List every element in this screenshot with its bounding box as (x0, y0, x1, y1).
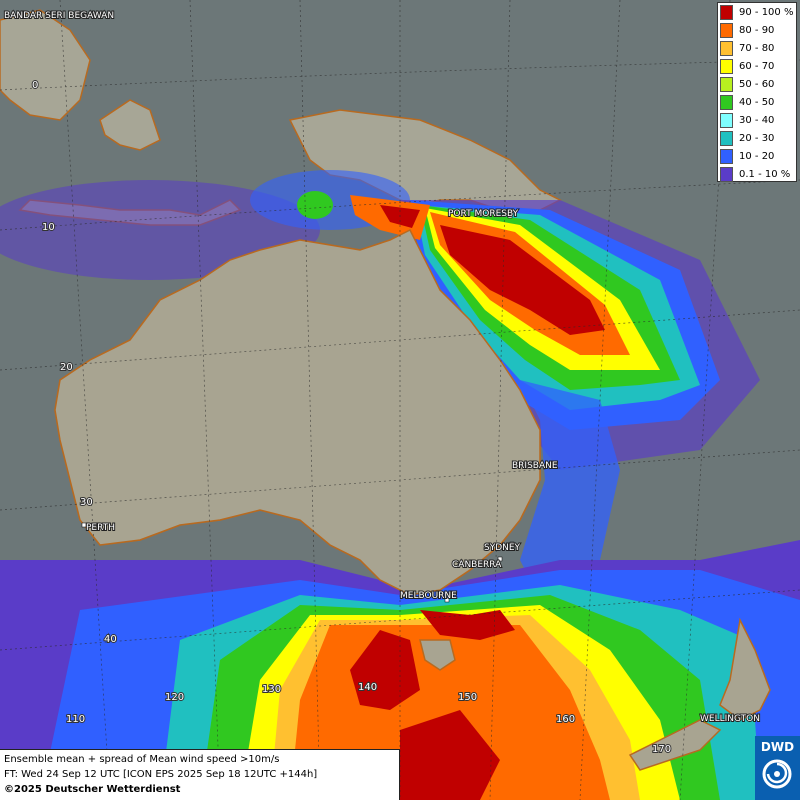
legend-row: 70 - 80 (718, 39, 796, 57)
overlay-south-red-1 (350, 630, 420, 710)
legend-label: 30 - 40 (739, 114, 775, 126)
grid-label-lat-40: 40 (104, 634, 117, 645)
city-label-wellington: WELLINGTON (700, 714, 760, 724)
city-label-perth: PERTH (86, 523, 115, 533)
city-dot-melbourne (444, 597, 450, 603)
city-dot-canberra (497, 556, 503, 562)
legend-row: 40 - 50 (718, 93, 796, 111)
city-dot-wellington (727, 716, 733, 722)
grid-label-lat-20: 20 (60, 362, 73, 373)
legend-swatch (720, 58, 733, 74)
info-box: Ensemble mean + spread of Mean wind spee… (0, 749, 400, 800)
legend-label: 40 - 50 (739, 96, 775, 108)
dwd-logo: DWD (755, 736, 800, 800)
grid-label-lon-110: 110 (66, 714, 85, 725)
grid-label-lat-30: 30 (80, 497, 93, 508)
legend-row: 80 - 90 (718, 21, 796, 39)
city-label-bandar: BANDAR SERI BEGAWAN (4, 11, 114, 21)
grid-label-lon-170: 170 (652, 744, 671, 755)
overlay-coral-red (440, 225, 605, 335)
legend-row: 30 - 40 (718, 111, 796, 129)
legend-swatch (720, 130, 733, 146)
australia-land-mask (54, 228, 541, 596)
city-label-sydney: SYDNEY (484, 543, 521, 553)
legend-swatch (720, 4, 733, 20)
city-label-melbourne: MELBOURNE (400, 591, 457, 601)
grid-label-lon-130: 130 (262, 684, 281, 695)
legend-label: 90 - 100 % (739, 6, 794, 18)
legend-row: 50 - 60 (718, 75, 796, 93)
info-line-1: Ensemble mean + spread of Mean wind spee… (4, 754, 280, 765)
grid-label-lon-150: 150 (458, 692, 477, 703)
city-dot-perth (81, 522, 87, 528)
info-line-2: FT: Wed 24 Sep 12 UTC [ICON EPS 2025 Sep… (4, 769, 318, 780)
dwd-logo-text: DWD (760, 740, 795, 754)
grid-label-lon-160: 160 (556, 714, 575, 725)
dwd-swirl-icon (762, 759, 792, 789)
legend-swatch (720, 76, 733, 92)
city-label-canberra: CANBERRA (452, 560, 502, 570)
legend-swatch (720, 94, 733, 110)
legend-label: 70 - 80 (739, 42, 775, 54)
grid-label-lat-0: 0 (32, 80, 38, 91)
legend-swatch (720, 112, 733, 128)
overlay-eastcoast (520, 380, 620, 600)
legend-row: 60 - 70 (718, 57, 796, 75)
legend-swatch (720, 22, 733, 38)
city-dot-port-moresby (507, 213, 513, 219)
legend: 90 - 100 % 80 - 90 70 - 80 60 - 70 50 - 60 40… (717, 2, 797, 182)
legend-label: 10 - 20 (739, 150, 775, 162)
tasmania-land-mask (419, 639, 456, 671)
city-markers (81, 213, 733, 722)
legend-swatch (720, 148, 733, 164)
legend-label: 60 - 70 (739, 60, 775, 72)
overlay-north-green (297, 191, 333, 219)
city-dot-brisbane (529, 460, 535, 466)
legend-row: 0.1 - 10 % (718, 165, 796, 183)
city-dot-sydney (509, 541, 515, 547)
legend-row: 90 - 100 % (718, 3, 796, 21)
grid-label-lat-10: 10 (42, 222, 55, 233)
legend-row: 20 - 30 (718, 129, 796, 147)
legend-swatch (720, 166, 733, 182)
legend-label: 80 - 90 (739, 24, 775, 36)
legend-swatch (720, 40, 733, 56)
legend-label: 20 - 30 (739, 132, 775, 144)
overlay-south-red-3 (400, 710, 500, 800)
new-zealand-land-mask (628, 617, 771, 771)
legend-row: 10 - 20 (718, 147, 796, 165)
overlay-north-purple (0, 180, 320, 280)
legend-label: 0.1 - 10 % (739, 168, 791, 180)
overlay-south-red-2 (420, 610, 515, 640)
city-label-port-moresby: PORT MORESBY (448, 209, 519, 219)
info-line-3: ©2025 Deutscher Wetterdienst (4, 784, 181, 795)
grid-label-lon-120: 120 (165, 692, 184, 703)
city-label-brisbane: BRISBANE (512, 461, 558, 471)
grid-label-lon-140: 140 (358, 682, 377, 693)
legend-label: 50 - 60 (739, 78, 775, 90)
